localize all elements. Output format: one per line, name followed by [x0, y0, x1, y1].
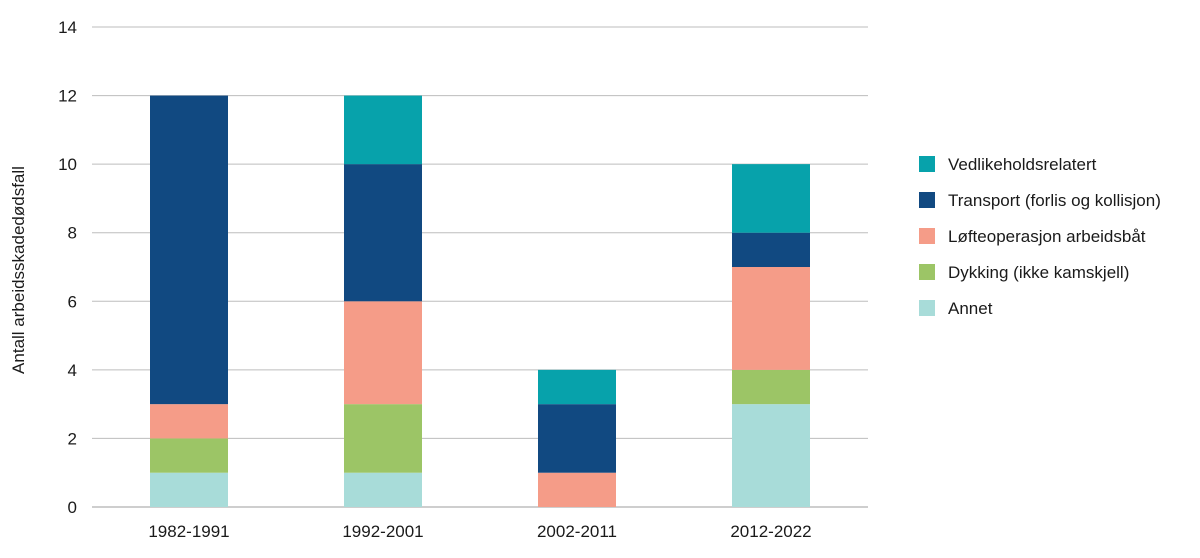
y-axis-title: Antall arbeidsskadedødsfall: [9, 166, 28, 374]
bar-segment: [150, 438, 228, 473]
x-tick-label: 1982-1991: [148, 522, 229, 541]
bars: [150, 95, 810, 507]
y-tick-label: 8: [68, 224, 77, 243]
bar-segment: [732, 232, 810, 267]
bar-segment: [150, 472, 228, 507]
legend-swatch: [919, 300, 935, 316]
y-axis-ticks: 0 2 4 6 8 10 12 14: [58, 18, 77, 517]
legend-label: Løfteoperasjon arbeidsbåt: [948, 227, 1146, 246]
bar-segment: [150, 404, 228, 439]
bar-segment: [344, 472, 422, 507]
bar-segment: [344, 404, 422, 473]
x-tick-label: 2012-2022: [730, 522, 811, 541]
bar-segment: [732, 369, 810, 405]
legend-swatch: [919, 192, 935, 208]
x-axis-ticks: 1982-1991 1992-2001 2002-2011 2012-2022: [148, 522, 811, 541]
legend-label: Vedlikeholdsrelatert: [948, 155, 1097, 174]
bar-segment: [732, 404, 810, 507]
bar-segment: [344, 301, 422, 405]
x-tick-label: 2002-2011: [537, 522, 617, 541]
y-tick-label: 14: [58, 18, 77, 37]
y-tick-label: 12: [58, 87, 77, 106]
x-tick-label: 1992-2001: [342, 522, 423, 541]
bar-segment: [344, 164, 422, 302]
y-tick-label: 6: [68, 292, 77, 311]
legend-swatch: [919, 156, 935, 172]
legend-label: Annet: [948, 299, 993, 318]
y-tick-label: 2: [68, 429, 77, 448]
bar-segment: [732, 267, 810, 370]
legend-label: Dykking (ikke kamskjell): [948, 263, 1129, 282]
legend: Vedlikeholdsrelatert Transport (forlis og…: [919, 155, 1161, 318]
y-tick-label: 10: [58, 155, 77, 174]
bar-segment: [732, 164, 810, 233]
y-tick-label: 0: [68, 498, 77, 517]
bar-segment: [538, 404, 616, 473]
bar-segment: [538, 472, 616, 507]
legend-swatch: [919, 264, 935, 280]
legend-label: Transport (forlis og kollisjon): [948, 191, 1161, 210]
bar-segment: [538, 369, 616, 405]
bar-segment: [150, 95, 228, 405]
legend-swatch: [919, 228, 935, 244]
bar-segment: [344, 95, 422, 165]
y-tick-label: 4: [68, 361, 77, 380]
